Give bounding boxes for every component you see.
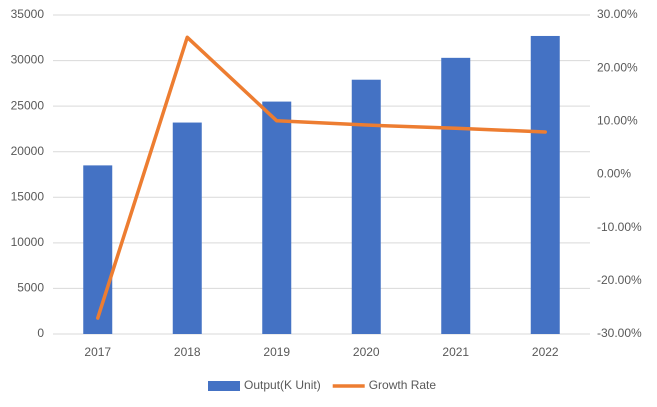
y2-tick-label: -10.00% — [597, 220, 642, 234]
y2-tick-label: -20.00% — [597, 273, 642, 287]
x-tick-label: 2018 — [174, 345, 201, 359]
y2-tick-label: -30.00% — [597, 326, 642, 340]
y-tick-label: 25000 — [11, 98, 45, 112]
y2-tick-label: 20.00% — [597, 60, 638, 74]
y-tick-label: 0 — [37, 326, 44, 340]
bar — [83, 165, 113, 334]
bar — [262, 101, 292, 334]
bar — [351, 79, 381, 334]
y-tick-label: 35000 — [11, 7, 45, 21]
line — [96, 35, 547, 320]
y2-tick-label: 0.00% — [597, 167, 631, 181]
legend-label: Growth Rate — [369, 378, 437, 392]
y2-tick-label: 10.00% — [597, 114, 638, 128]
y-tick-label: 10000 — [11, 235, 45, 249]
bar — [530, 35, 560, 334]
y-tick-label: 5000 — [17, 281, 44, 295]
bar — [172, 122, 202, 334]
legend-swatch — [208, 381, 240, 391]
x-tick-label: 2021 — [442, 345, 469, 359]
legend-label: Output(K Unit) — [244, 378, 321, 392]
bar — [441, 57, 471, 334]
x-tick-label: 2019 — [263, 345, 290, 359]
y-tick-label: 20000 — [11, 144, 45, 158]
x-tick-label: 2020 — [353, 345, 380, 359]
x-tick-label: 2022 — [532, 345, 559, 359]
y-tick-label: 15000 — [11, 189, 45, 203]
x-tick-label: 2017 — [84, 345, 111, 359]
y2-tick-label: 30.00% — [597, 7, 638, 21]
y-tick-label: 30000 — [11, 53, 45, 67]
